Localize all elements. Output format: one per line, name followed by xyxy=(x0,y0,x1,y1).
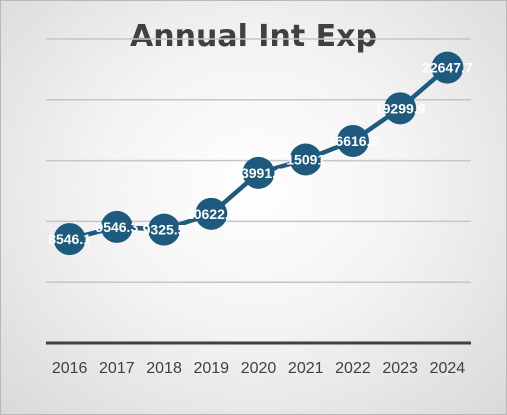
data-label: 9546.3 xyxy=(95,219,138,235)
data-point-marker xyxy=(148,213,181,246)
data-label: 19299.9 xyxy=(375,100,426,116)
data-point-marker xyxy=(195,197,228,230)
data-label: 22647.7 xyxy=(422,60,473,76)
data-point-marker xyxy=(336,124,369,157)
data-point-marker xyxy=(289,143,322,176)
data-point-marker xyxy=(384,92,417,125)
chart-title: Annual Int Exp xyxy=(130,19,377,54)
data-label: 13991.8 xyxy=(233,165,284,181)
data-point-marker xyxy=(100,210,133,243)
x-tick-label: 2022 xyxy=(335,360,371,377)
series-line xyxy=(69,65,449,242)
data-label: 9325.5 xyxy=(143,222,186,238)
data-point-marker xyxy=(431,51,464,84)
x-tick-labels: 2016 2017 2018 2019 2020 2021 2022 2023 2024 xyxy=(52,360,465,377)
x-tick-label: 2017 xyxy=(99,360,135,377)
data-label: 8546.1 xyxy=(48,231,91,247)
x-tick-label: 2023 xyxy=(382,360,418,377)
data-label: 10622.2 xyxy=(186,206,237,222)
x-tick-label: 2021 xyxy=(288,360,324,377)
data-label: 16616.2 xyxy=(328,133,379,149)
x-tick-label: 2020 xyxy=(241,360,277,377)
x-tick-label: 2019 xyxy=(193,360,229,377)
x-tick-label: 2018 xyxy=(146,360,182,377)
data-point-marker xyxy=(242,156,275,189)
data-point-marker xyxy=(53,223,86,256)
data-label: 15091 xyxy=(286,151,325,167)
x-tick-label: 2024 xyxy=(430,360,466,377)
x-tick-label: 2016 xyxy=(52,360,88,377)
markers xyxy=(53,51,464,256)
